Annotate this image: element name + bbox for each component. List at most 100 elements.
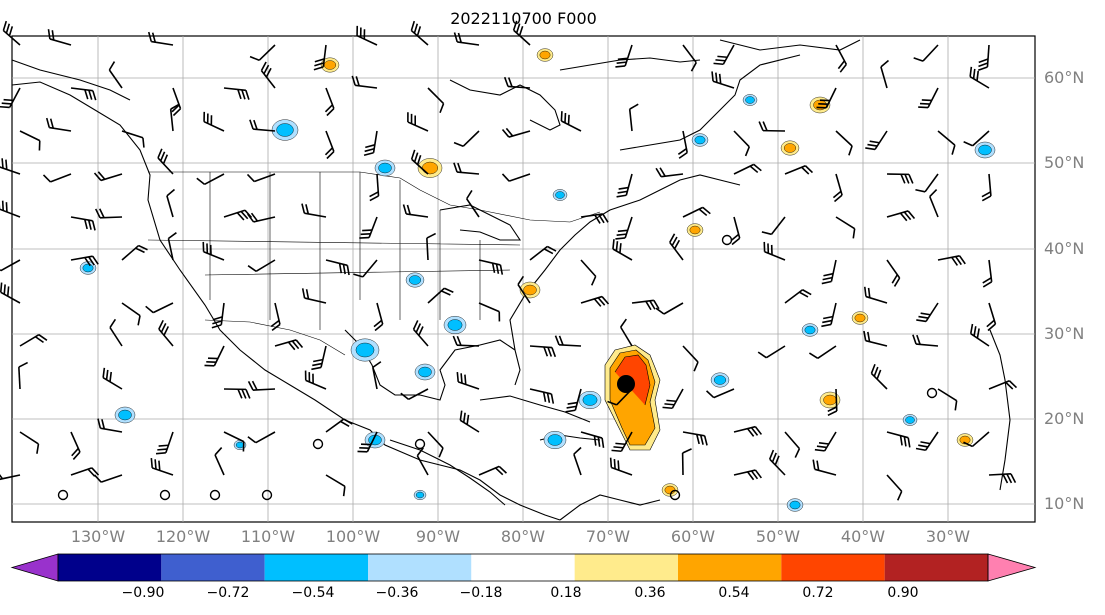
wind-barb <box>45 117 72 132</box>
north-america-coast <box>11 81 561 521</box>
wind-barb <box>812 459 837 476</box>
wind-barb <box>313 44 327 71</box>
wind-barb <box>155 431 174 455</box>
wind-barb <box>204 345 225 367</box>
colorbar-tick-label: 0.72 <box>802 585 834 601</box>
anomaly-blob-inner <box>118 409 132 421</box>
wind-barb <box>169 103 180 132</box>
wind-barb <box>501 127 531 138</box>
wind-barb <box>410 149 429 175</box>
wind-barb <box>655 302 684 315</box>
wind-barb <box>70 216 96 231</box>
colorbar-segment <box>781 554 885 581</box>
calm-wind-circle <box>57 489 69 501</box>
lon-label: 70°W <box>585 527 631 546</box>
south-america <box>559 494 661 521</box>
wind-barb <box>70 255 99 267</box>
wind-barb <box>0 470 21 481</box>
wind-barb <box>47 29 72 46</box>
wind-barb <box>969 323 990 347</box>
wind-barb <box>835 216 856 239</box>
anomaly-blob-inner <box>804 325 816 335</box>
wind-barb <box>758 121 786 132</box>
wind-barb <box>977 44 990 72</box>
lat-label: 30°N <box>1044 324 1085 343</box>
calm-wind-circle <box>312 438 324 450</box>
colorbar-tick-label: −0.36 <box>375 585 419 601</box>
wind-barb <box>628 103 639 132</box>
anomaly-blob-inner <box>323 60 337 70</box>
colorbar-segment <box>264 554 368 581</box>
wind-barb <box>863 286 888 304</box>
wind-barb <box>768 449 786 476</box>
cuba <box>479 395 591 423</box>
wind-barb <box>916 302 939 323</box>
wind-barb <box>109 318 123 347</box>
wind-barb <box>886 431 911 448</box>
wind-barb <box>616 173 633 198</box>
wind-barb <box>452 335 480 347</box>
wind-barb <box>682 345 699 372</box>
wind-barb <box>981 173 992 202</box>
wind-barb <box>357 431 378 453</box>
colorbar-segment <box>884 554 988 581</box>
wind-barb <box>915 431 939 452</box>
state-lines <box>147 172 521 330</box>
wind-barb <box>733 425 763 437</box>
colorbar-segment <box>368 554 472 581</box>
wind-barb <box>913 44 939 62</box>
wind-barb <box>324 130 335 160</box>
wind-barb <box>682 206 711 218</box>
anomaly-blob-inner <box>422 161 439 175</box>
anomaly-blob-inner <box>355 342 375 358</box>
wind-barb <box>369 173 380 202</box>
anomaly-blob-inner <box>854 313 866 323</box>
anomaly-blob-inner <box>415 491 425 499</box>
lon-label: 80°W <box>500 527 546 546</box>
lon-label: 40°W <box>840 527 886 546</box>
wind-barb <box>816 87 837 109</box>
wind-barb <box>249 119 276 132</box>
wind-barb <box>937 130 956 155</box>
wind-barb <box>400 388 429 401</box>
wind-barb <box>612 239 633 261</box>
wind-barb <box>681 448 692 476</box>
wind-barb <box>863 330 888 347</box>
wind-barb <box>655 167 684 178</box>
wind-barb <box>784 289 812 304</box>
colorbar-segment <box>471 554 575 581</box>
wind-barb <box>407 112 429 132</box>
wind-barb <box>808 345 837 359</box>
wind-barb <box>410 20 429 46</box>
lat-label: 10°N <box>1044 494 1085 513</box>
wind-barb <box>202 241 225 261</box>
wind-barb <box>880 59 889 89</box>
calm-circles <box>57 234 938 501</box>
anomaly-blob-inner <box>547 434 563 446</box>
wind-barb <box>580 431 605 448</box>
wind-barb <box>249 44 276 62</box>
wind-barb <box>835 130 853 156</box>
wind-barb <box>324 87 335 117</box>
wind-barb <box>478 465 507 476</box>
wind-barb <box>274 339 304 351</box>
colorbar-extend-low <box>10 553 59 582</box>
colorbar-segment <box>574 554 678 581</box>
anomaly-blob-inner <box>783 143 797 153</box>
canada-east-coast <box>619 54 801 151</box>
wind-barb <box>677 130 688 159</box>
wind-barb <box>147 31 174 46</box>
wind-barb <box>427 287 454 304</box>
wind-barb <box>0 199 21 218</box>
coastlines <box>11 39 1011 521</box>
labrador <box>559 57 701 71</box>
wind-barb <box>821 259 837 285</box>
colorbar-tick-label: −0.54 <box>291 585 335 601</box>
wind-barb <box>94 208 123 219</box>
colorbar-tick-label: 0.18 <box>550 585 582 601</box>
wind-barb <box>733 130 751 157</box>
wind-barb <box>503 76 531 89</box>
wind-barb <box>459 410 480 433</box>
wind-barb <box>814 431 837 452</box>
wind-barb <box>733 163 762 175</box>
